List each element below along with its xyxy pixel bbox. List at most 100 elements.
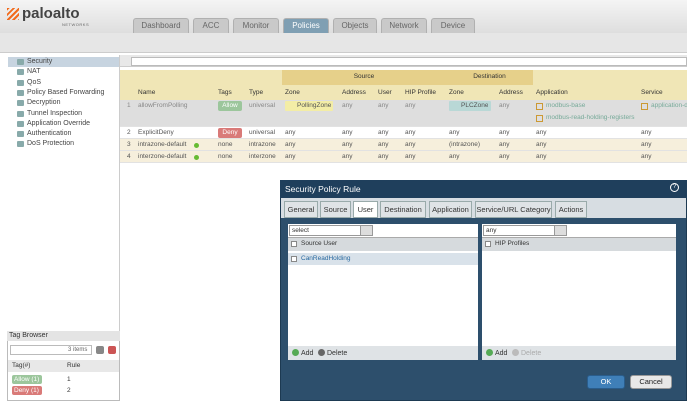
zone: PLCZone: [461, 102, 489, 109]
nav-icon: [17, 100, 24, 107]
select-arrow: [554, 226, 566, 235]
tag-chip: [12, 386, 42, 395]
cell: any: [405, 129, 416, 136]
nav-icon: [17, 89, 24, 96]
column-header: User: [378, 89, 392, 96]
application: modbus-read-holding-registers: [546, 114, 635, 121]
nav-icon: [17, 59, 24, 65]
help-icon[interactable]: ?: [670, 183, 679, 192]
status-dot: [194, 143, 199, 148]
cell: any: [499, 102, 510, 109]
column-header: HIP Profile: [405, 89, 436, 96]
filter-input[interactable]: [131, 57, 687, 66]
column-header: Zone: [449, 89, 464, 96]
panel-checkbox: [291, 241, 297, 247]
cell: any: [405, 153, 416, 160]
tag-chip: [12, 375, 42, 384]
main-tab[interactable]: Objects: [333, 18, 377, 33]
item-checkbox[interactable]: [291, 256, 297, 262]
cell: (intrazone): [449, 141, 481, 148]
tag-button[interactable]: [108, 346, 116, 354]
tag-search[interactable]: [10, 345, 92, 355]
table-row: [120, 127, 687, 139]
add-button[interactable]: Add: [301, 350, 314, 357]
ok-button[interactable]: OK: [587, 375, 625, 389]
nav-item[interactable]: DoS Protection: [27, 140, 75, 148]
dialog-tab[interactable]: User: [353, 201, 378, 218]
nav-icon: [17, 131, 24, 138]
cell: any: [285, 129, 296, 136]
main-tab[interactable]: ACC: [193, 18, 229, 33]
main-tab[interactable]: Device: [431, 18, 475, 33]
zone-badge: [449, 101, 491, 111]
cell: any: [405, 141, 416, 148]
row-number: 2: [127, 129, 131, 136]
panel-header: HIP Profiles: [495, 240, 530, 247]
tag-rule: 2: [67, 387, 71, 394]
dialog-tab[interactable]: Destination: [380, 201, 426, 218]
column-header: Name: [138, 89, 156, 96]
application: modbus-base: [546, 102, 586, 109]
panel-checkbox: [485, 241, 491, 247]
delete-icon: [318, 349, 325, 356]
tag-column: Tag(#): [12, 362, 31, 369]
column-group: Destination: [473, 73, 506, 80]
tag-count: 3 items: [68, 347, 88, 353]
nav-item[interactable]: NAT: [27, 68, 41, 76]
table-row: [120, 100, 687, 127]
sub-bar: [0, 33, 687, 53]
main-tab[interactable]: Monitor: [233, 18, 279, 33]
cell: any: [641, 153, 652, 160]
main-tab[interactable]: Dashboard: [133, 18, 189, 33]
app-icon: [536, 103, 543, 110]
nav-icon: [17, 120, 24, 127]
nav-icon: [17, 110, 24, 117]
select[interactable]: select: [289, 225, 373, 236]
cell: interzone-default: [138, 153, 187, 160]
nav-item[interactable]: Authentication: [27, 130, 72, 138]
add-button[interactable]: Add: [495, 350, 508, 357]
add-icon: [486, 349, 493, 356]
delete-button[interactable]: Delete: [327, 350, 348, 357]
cell: any: [378, 102, 389, 109]
tag-badge: Allow: [218, 101, 242, 111]
tag-browser-title: Tag Browser: [9, 332, 48, 339]
zone-badge: [285, 101, 333, 111]
panel-footer: [288, 346, 478, 360]
nav-item[interactable]: Policy Based Forwarding: [27, 88, 105, 96]
cell: ExplicitDeny: [138, 129, 174, 136]
nav-item[interactable]: Application Override: [27, 119, 91, 127]
dialog-tab[interactable]: Source: [320, 201, 351, 218]
cell: any: [641, 141, 652, 148]
dialog-title: Security Policy Rule: [285, 184, 361, 194]
tag-header: [8, 360, 119, 372]
status-dot: [194, 155, 199, 160]
logo-mark: [7, 8, 19, 20]
nav-item[interactable]: QoS: [27, 78, 42, 86]
cancel-button[interactable]: Cancel: [630, 375, 672, 389]
column-header: Tags: [218, 89, 232, 96]
nav-selected: [8, 57, 119, 67]
dialog-tab[interactable]: Application: [429, 201, 472, 218]
dialog-tab[interactable]: General: [284, 201, 318, 218]
zone: PollingZone: [297, 102, 332, 109]
tag-button[interactable]: [96, 346, 104, 354]
dialog-tab[interactable]: Service/URL Category: [475, 201, 552, 218]
nav-item[interactable]: Tunnel Inspection: [27, 109, 82, 117]
app-icon: [536, 115, 543, 122]
panel-header-bar: [288, 237, 478, 251]
cell: any: [342, 129, 353, 136]
cell: intrazone: [249, 141, 276, 148]
select[interactable]: any: [483, 225, 567, 236]
tag-name: Deny (1): [14, 387, 39, 394]
main-tab[interactable]: Policies: [283, 18, 329, 33]
dialog-tab[interactable]: Actions: [555, 201, 587, 218]
main-tab[interactable]: Network: [381, 18, 427, 33]
logo: paloalto: [22, 5, 80, 22]
cell: any: [378, 141, 389, 148]
nav-item[interactable]: Security: [27, 58, 53, 65]
row-number: 4: [127, 153, 131, 160]
cell: none: [218, 141, 233, 148]
nav-item[interactable]: Decryption: [27, 99, 61, 107]
